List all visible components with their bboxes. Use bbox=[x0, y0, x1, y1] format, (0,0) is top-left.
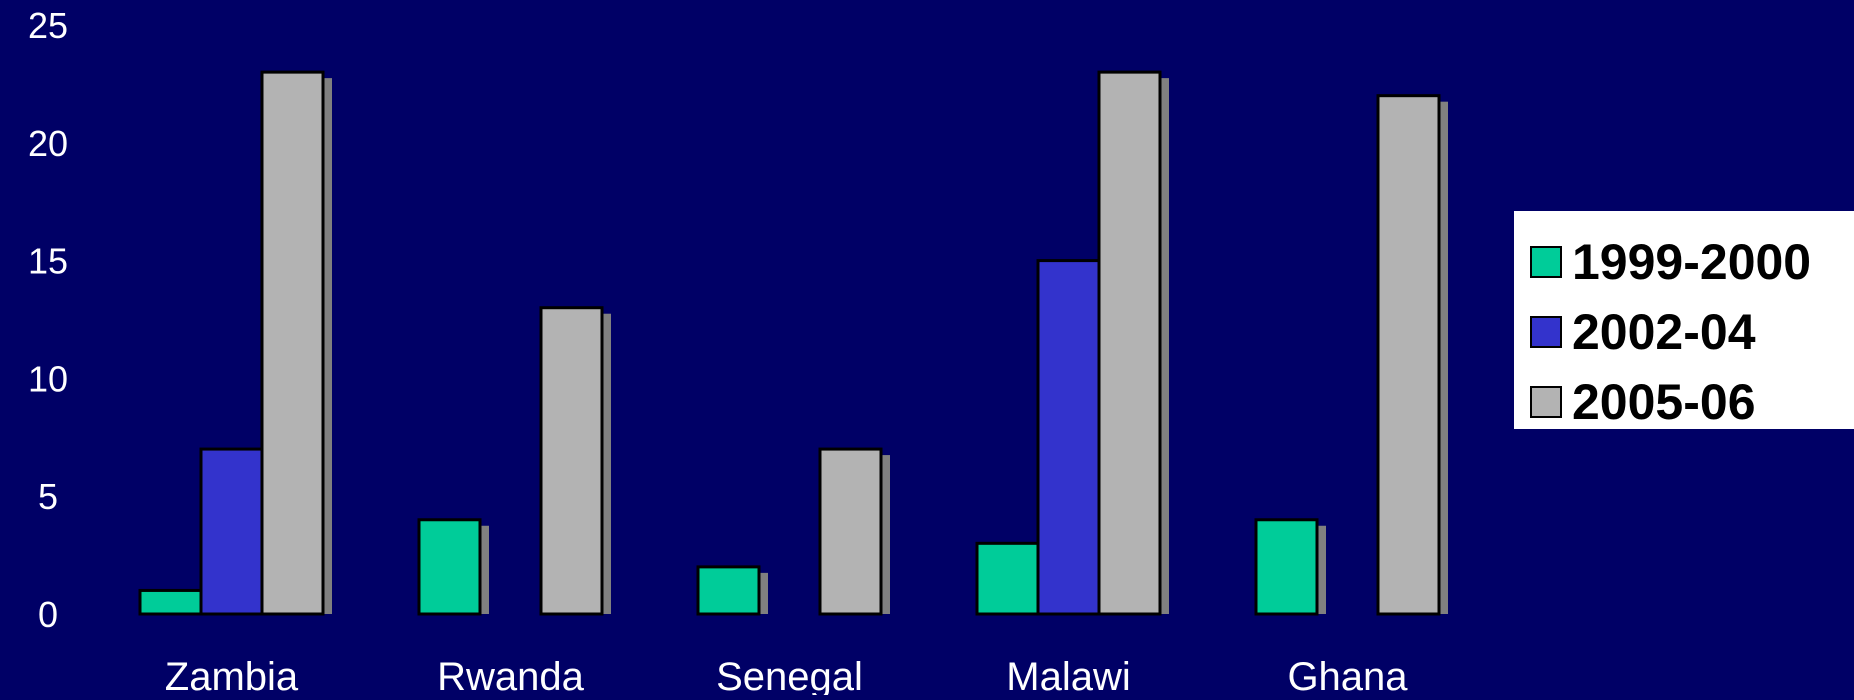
y-tick-label: 15 bbox=[28, 241, 68, 282]
legend-item-2002-04: 2002-04 bbox=[1530, 297, 1854, 367]
x-category-label: Rwanda bbox=[437, 655, 585, 695]
chart-legend: 1999-2000 2002-04 2005-06 bbox=[1514, 211, 1854, 429]
x-category-label: Ghana bbox=[1287, 655, 1408, 695]
bar-2002-04-malawi bbox=[1036, 259, 1101, 616]
bar-2005-06-ghana bbox=[1376, 94, 1441, 616]
bar-1999-2000-senegal bbox=[696, 565, 761, 616]
bar-2002-04-zambia bbox=[199, 447, 264, 616]
legend-swatch-1999-2000 bbox=[1530, 246, 1562, 278]
bar-2005-06-malawi bbox=[1097, 70, 1162, 616]
legend-label: 2005-06 bbox=[1572, 374, 1756, 430]
x-category-label: Zambia bbox=[165, 655, 299, 695]
legend-swatch-2002-04 bbox=[1530, 316, 1562, 348]
x-category-label: Malawi bbox=[1006, 655, 1130, 695]
legend-label: 1999-2000 bbox=[1572, 234, 1812, 290]
y-tick-label: 25 bbox=[28, 5, 68, 46]
legend-item-1999-2000: 1999-2000 bbox=[1530, 227, 1854, 297]
x-category-label: Senegal bbox=[716, 655, 863, 695]
y-tick-label: 0 bbox=[38, 594, 58, 635]
legend-swatch-2005-06 bbox=[1530, 386, 1562, 418]
y-tick-label: 10 bbox=[28, 358, 68, 399]
bar-2005-06-zambia bbox=[260, 70, 325, 616]
bar-1999-2000-ghana bbox=[1254, 518, 1319, 616]
bar-1999-2000-zambia bbox=[138, 588, 203, 616]
bar-2005-06-senegal bbox=[818, 447, 883, 616]
y-tick-label: 5 bbox=[38, 476, 58, 517]
bar-1999-2000-malawi bbox=[975, 541, 1040, 616]
legend-item-2005-06: 2005-06 bbox=[1530, 367, 1854, 437]
bar-2005-06-rwanda bbox=[539, 306, 604, 616]
bar-1999-2000-rwanda bbox=[417, 518, 482, 616]
legend-label: 2002-04 bbox=[1572, 304, 1756, 360]
y-tick-label: 20 bbox=[28, 123, 68, 164]
